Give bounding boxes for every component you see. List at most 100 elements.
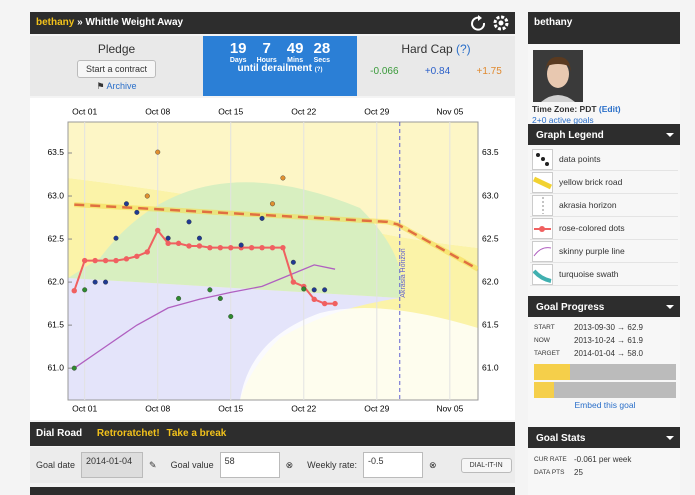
y-tick-label: 61.0 [482, 362, 499, 372]
progress-value: 2013-09-30 → 62.9 [574, 323, 643, 332]
x-tick-label: Nov 05 [436, 106, 463, 116]
clear-icon[interactable]: ⊗ [429, 459, 437, 470]
x-tick-label: Oct 08 [145, 403, 170, 413]
goal-graph: Oct 01 Oct 01 Oct 08 Oct 08 Oct 15 Oct 15 Oct … [30, 98, 515, 420]
y-tick-label: 61.0 [47, 362, 64, 372]
data-point [134, 209, 140, 215]
countdown-label: Hours [256, 57, 277, 64]
retroratchet-link[interactable]: Retroratchet! [96, 428, 160, 439]
data-point [290, 259, 296, 265]
moving-average-dot [259, 244, 265, 251]
legend-label: skinny purple line [559, 246, 625, 256]
take-break-link[interactable]: Take a break [166, 428, 227, 439]
legend-label: turquoise swath [559, 269, 619, 279]
countdown-help[interactable]: (?) [314, 67, 323, 73]
legend-item[interactable]: data points [530, 148, 678, 171]
legend-item[interactable]: skinny purple line [530, 240, 678, 263]
stats-title: Goal Stats [536, 433, 586, 444]
moving-average-dot [175, 240, 182, 247]
plot-frame [67, 121, 479, 401]
dial-it-in-button[interactable]: DIAL-IT-IN [460, 457, 512, 473]
series-layer [71, 149, 478, 371]
edit-icon[interactable]: ✎ [149, 459, 157, 470]
countdown-unit: 19 Days [230, 41, 247, 65]
moving-average-dot [165, 240, 171, 247]
refresh-icon[interactable] [471, 16, 486, 31]
moving-average-dot [269, 244, 276, 251]
y-tick-label: 61.5 [47, 319, 64, 329]
goal-date-input[interactable]: 2014-01-04 [81, 452, 144, 478]
white-region [240, 308, 478, 400]
countdown-unit: 49 Mins [286, 40, 304, 65]
progress-title: Goal Progress [536, 302, 605, 313]
data-point [71, 365, 77, 371]
data-point [269, 201, 275, 207]
stats-label: DATA PTS [534, 469, 565, 476]
legend-icon [532, 217, 553, 239]
legend-label: data points [559, 154, 601, 164]
legend-label: rose-colored dots [559, 223, 625, 233]
hard-cap-title: Hard Cap [401, 42, 453, 56]
legend-item[interactable]: akrasia horizon [530, 194, 678, 217]
y-tick-label: 62.0 [47, 276, 64, 286]
x-tick-label: Oct 08 [145, 106, 170, 116]
y-tick-label: 63.0 [47, 190, 64, 200]
progress-bars [534, 364, 676, 398]
x-tick-label: Oct 15 [218, 403, 243, 413]
data-point [123, 201, 129, 207]
y-tick-label: 63.5 [482, 147, 499, 157]
data-point [280, 175, 286, 181]
legend-item[interactable]: rose-colored dots [530, 217, 678, 240]
x-tick-label: Oct 22 [291, 403, 316, 413]
refresh-arrow [478, 15, 482, 21]
moving-average-dot [123, 256, 130, 262]
hard-cap-help[interactable]: (?) [456, 42, 471, 56]
clear-icon[interactable]: ⊗ [285, 459, 294, 470]
hard-cap-value: +1.75 [476, 66, 502, 77]
moving-average-dot [81, 257, 88, 264]
sidebar-user-header: bethany [528, 12, 680, 44]
pledge-block: Pledge Start a contract ⚑ Archive [30, 42, 203, 92]
settings-hub [498, 20, 504, 26]
legend-item[interactable]: yellow brick road [530, 171, 678, 194]
embed-link[interactable]: Embed this goal [574, 400, 636, 410]
dial-road-header: Dial Road Retroratchet! Take a break [30, 422, 515, 446]
x-tick-label: Oct 01 [72, 403, 97, 413]
countdown-value: 49 [286, 40, 304, 57]
settings-icon[interactable] [493, 15, 509, 31]
data-point [186, 219, 192, 225]
moving-average-dot [332, 300, 338, 307]
stats-value: 25 [574, 468, 583, 477]
countdown-label: Mins [287, 57, 304, 64]
legend-icon [532, 194, 553, 216]
user-name[interactable]: bethany [36, 17, 75, 28]
legend-item[interactable]: turquoise swath [530, 263, 678, 286]
moving-average-dot [248, 244, 255, 251]
stats-value: -0.061 per week [574, 455, 632, 464]
progress-value: 2013-10-24 → 61.9 [574, 336, 643, 345]
archive-link[interactable]: Archive [106, 81, 137, 91]
goal-title: Whittle Weight Away [85, 17, 184, 28]
edit-timezone[interactable]: (Edit) [598, 104, 621, 114]
start-contract-button[interactable]: Start a contract [76, 60, 157, 78]
moving-average-dot [71, 287, 77, 294]
active-goals-link[interactable]: 2+0 active goals [532, 115, 594, 125]
data-point [155, 149, 161, 155]
legend-icon [532, 148, 553, 170]
pledge-row: Pledge Start a contract ⚑ Archive 19 Days… [30, 36, 515, 96]
data-point [228, 314, 234, 320]
moving-average-dot [144, 249, 150, 255]
countdown-caption: until derailment [237, 63, 312, 74]
moving-average-dot [92, 257, 98, 264]
rate-input[interactable]: -0.5 [363, 452, 424, 478]
data-point [301, 286, 307, 292]
goal-value-input[interactable]: 58 [219, 452, 280, 478]
data-point [207, 287, 213, 293]
x-tick-label: Oct 15 [218, 106, 243, 116]
hard-cap: Hard Cap (?) -0.066 +0.84 +1.75 [357, 42, 515, 77]
moving-average-dot [280, 244, 286, 251]
countdown-value: 7 [262, 40, 271, 57]
y-tick-label: 62.5 [47, 233, 64, 243]
moving-average-dot [207, 244, 213, 251]
